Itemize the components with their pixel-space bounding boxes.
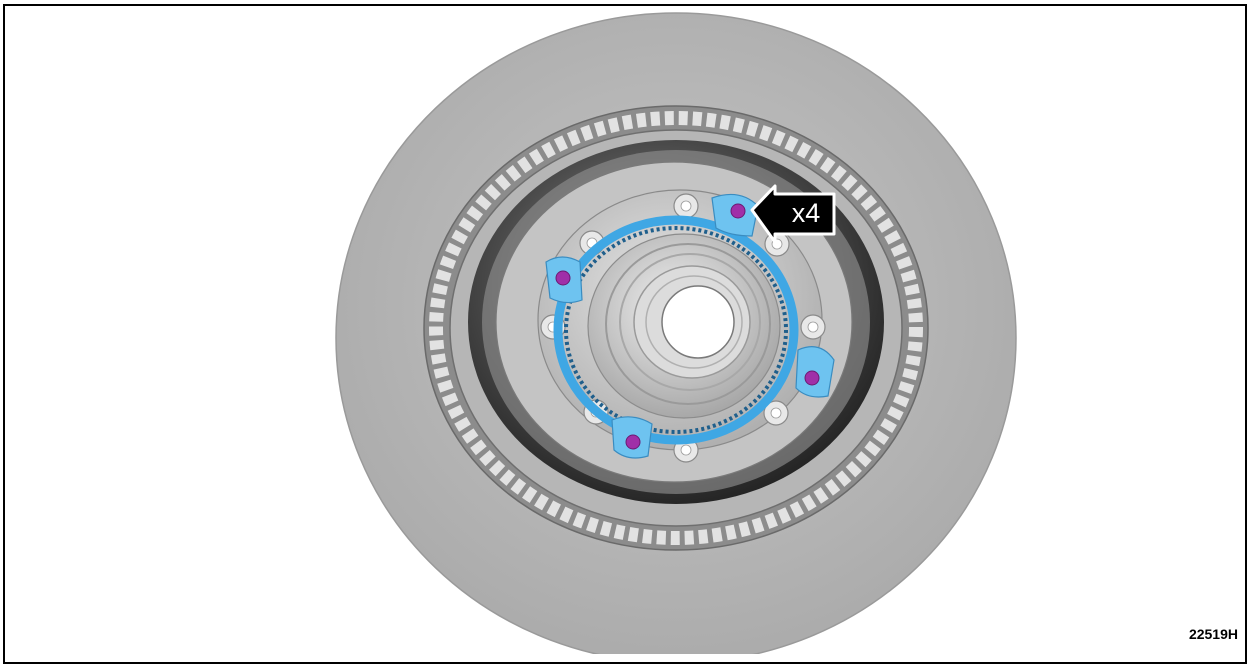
callout-label: x4: [791, 198, 821, 228]
sensor-ring: [553, 215, 799, 445]
sensor-tabs: [545, 193, 835, 459]
bolt-highlight: [804, 370, 820, 386]
sensor-ring-teeth: [564, 226, 788, 434]
figure-id: 22519H: [1188, 626, 1238, 642]
bolt-highlight: [730, 203, 746, 219]
bolt-highlight: [625, 434, 641, 450]
bearing-ring-1: [605, 243, 771, 405]
highlighted-bolts: [555, 203, 820, 450]
bearing-ring-2: [619, 253, 761, 391]
vent-ring-teeth: [429, 111, 923, 545]
callout-arrow: [750, 184, 836, 244]
bolt-highlight: [555, 270, 571, 286]
hub-bore: [661, 285, 735, 359]
bearing-ring-4: [645, 275, 743, 369]
